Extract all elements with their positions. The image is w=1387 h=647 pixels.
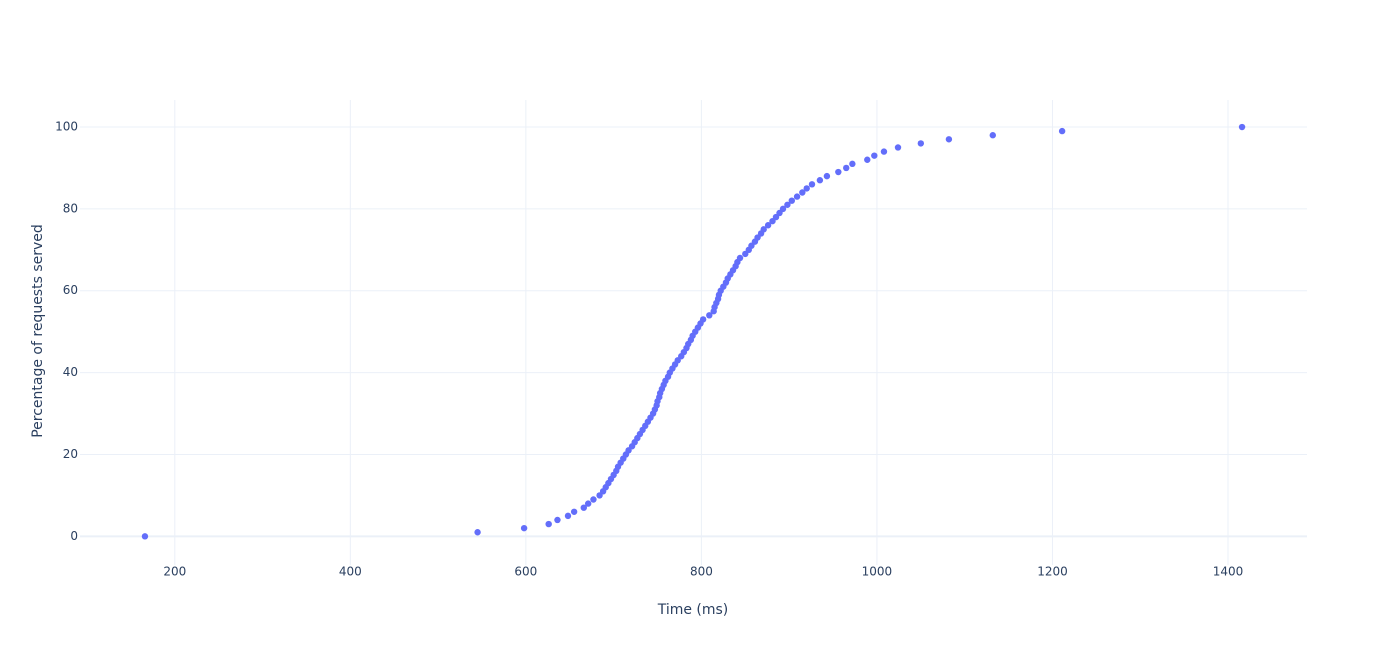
point <box>849 160 856 168</box>
point <box>520 524 528 532</box>
point <box>474 529 481 536</box>
y-tick-label: 0 <box>70 529 78 543</box>
point <box>823 172 831 180</box>
point <box>764 222 772 229</box>
x-tick-label: 600 <box>514 565 537 579</box>
point <box>545 520 552 528</box>
point <box>590 496 597 503</box>
point <box>699 316 707 323</box>
point <box>736 254 744 262</box>
point <box>141 533 149 540</box>
point <box>945 136 953 143</box>
point <box>554 516 561 524</box>
point <box>835 168 842 176</box>
point <box>570 508 578 515</box>
x-tick-label: 1200 <box>1037 565 1068 579</box>
point <box>564 512 572 520</box>
point <box>1238 123 1246 131</box>
y-tick-label: 60 <box>63 283 78 297</box>
y-tick-label: 20 <box>63 447 78 461</box>
x-tick-label: 400 <box>339 565 362 579</box>
x-axis-title: Time (ms) <box>657 602 729 618</box>
point <box>864 156 871 163</box>
x-tick-label: 1000 <box>862 565 893 579</box>
point <box>584 500 592 507</box>
point <box>917 140 925 147</box>
point <box>788 197 796 204</box>
point <box>894 144 902 151</box>
point <box>760 226 767 233</box>
x-tick-label: 1400 <box>1213 565 1244 579</box>
y-tick-label: 80 <box>63 201 78 215</box>
point <box>784 201 791 208</box>
x-tick-label: 800 <box>690 565 713 579</box>
point <box>706 312 713 319</box>
point <box>816 177 824 184</box>
point <box>843 164 850 172</box>
point <box>989 132 996 139</box>
point <box>871 152 878 159</box>
point <box>1058 127 1066 135</box>
point <box>580 504 587 511</box>
point <box>779 205 787 213</box>
y-tick-label: 40 <box>63 365 78 379</box>
point <box>803 185 810 192</box>
point <box>808 181 816 188</box>
x-tick-label: 200 <box>163 565 186 579</box>
point <box>793 193 801 200</box>
y-axis-title: Percentage of requests served <box>30 224 46 438</box>
point <box>799 189 806 196</box>
y-tick-label: 100 <box>55 120 78 134</box>
point <box>880 148 888 155</box>
